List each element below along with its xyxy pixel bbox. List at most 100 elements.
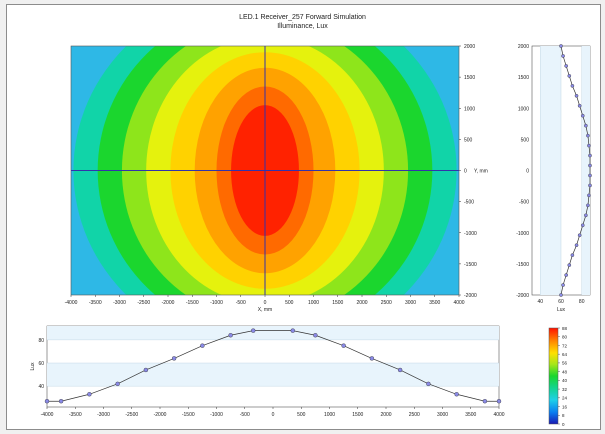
chart-subtitle: Illuminance, Lux — [277, 23, 328, 30]
y-tick-label: 40 — [38, 384, 44, 390]
data-point — [577, 233, 582, 238]
x-tick-label: 4000 — [493, 412, 504, 418]
x-tick-label: 0 — [264, 300, 267, 306]
data-point — [561, 283, 565, 287]
data-point — [561, 54, 565, 58]
data-point — [588, 173, 592, 178]
colorbar-tick-label: 16 — [562, 404, 568, 409]
x-axis-label: Lux — [557, 307, 566, 313]
y-tick-label: -2000 — [516, 293, 529, 299]
x-tick-label: 1000 — [324, 412, 335, 418]
data-point — [251, 328, 256, 333]
data-point — [587, 143, 591, 148]
x-tick-label: -500 — [240, 412, 250, 418]
data-point — [559, 293, 563, 297]
x-tick-label: -3000 — [113, 300, 126, 306]
y-tick-label: 1500 — [464, 75, 475, 81]
x-tick-label: -3000 — [97, 412, 110, 418]
colorbar-tick-label: 8 — [562, 413, 565, 418]
series-line — [47, 330, 499, 402]
x-tick-label: 1500 — [332, 300, 343, 306]
colorbar-tick-label: 64 — [562, 352, 568, 357]
colorbar-tick-label: 32 — [562, 387, 568, 392]
data-point — [580, 223, 585, 228]
data-point — [580, 113, 585, 118]
colorbar-tick-label: 40 — [562, 378, 568, 383]
data-point — [58, 399, 64, 404]
colorbar-tick-label: 80 — [562, 335, 568, 340]
data-point — [341, 343, 346, 348]
x-tick-label: 3500 — [465, 412, 476, 418]
x-tick-label: -1000 — [210, 412, 223, 418]
data-point — [564, 273, 568, 277]
data-point — [577, 103, 582, 108]
x-tick-label: -4000 — [41, 412, 54, 418]
x-tick-label: 3000 — [405, 300, 416, 306]
data-point — [228, 333, 233, 338]
data-point — [171, 356, 177, 361]
x-tick-label: 2000 — [356, 300, 367, 306]
data-point — [397, 367, 403, 373]
colorbar-tick-label: 0 — [562, 422, 565, 427]
data-point — [115, 381, 120, 387]
data-point — [496, 399, 502, 404]
colorbar-tick-label: 24 — [562, 396, 568, 401]
y-tick-label: 80 — [38, 338, 44, 344]
x-tick-label: -4000 — [65, 300, 78, 306]
grid-band — [581, 46, 590, 295]
x-tick-label: -1000 — [210, 300, 223, 306]
y-tick-label: -500 — [464, 200, 474, 206]
x-tick-label: 2000 — [380, 412, 391, 418]
y-tick-label: 500 — [521, 137, 530, 143]
x-tick-label: 3000 — [437, 412, 448, 418]
data-point — [200, 343, 205, 348]
data-point — [574, 243, 579, 247]
data-point — [454, 392, 459, 397]
y-tick-label: 1500 — [518, 75, 529, 81]
x-tick-label: 0 — [272, 412, 275, 418]
data-point — [570, 253, 575, 257]
x-tick-label: -500 — [236, 300, 246, 306]
chart-title: LED.1 Receiver_257 Forward Simulation — [239, 14, 366, 21]
y-tick-label: -500 — [519, 200, 529, 206]
x-tick-label: 2500 — [409, 412, 420, 418]
x-tick-label: 500 — [285, 300, 294, 306]
y-tick-label: 1000 — [518, 106, 529, 112]
data-point — [567, 74, 572, 78]
y-tick-label: 1000 — [464, 106, 475, 112]
x-tick-label: -2000 — [154, 412, 167, 418]
y-tick-label: -1500 — [516, 262, 529, 268]
y-tick-label: -2000 — [464, 293, 477, 299]
grid-band — [47, 363, 499, 387]
x-tick-label: -3500 — [89, 300, 102, 306]
data-point — [369, 356, 375, 361]
data-point — [570, 84, 575, 88]
horizontal-profile-plot: 40 60 80 -4000 -3500 -3000 -2500 -2000 -1500 -100… — [30, 325, 505, 418]
data-point — [574, 94, 579, 98]
x-tick-label: 4000 — [453, 300, 464, 306]
y-tick-label: 2000 — [464, 44, 475, 50]
data-point — [44, 399, 50, 404]
y-axis-label: Y, mm — [474, 169, 488, 175]
lux-colorbar: 0 8 16 24 32 40 48 56 64 72 80 88 — [548, 326, 568, 427]
x-tick-label: 60 — [558, 299, 564, 305]
data-point — [588, 163, 592, 168]
y-tick-label: -1000 — [516, 231, 529, 237]
vertical-profile-plot: 40 60 80 2000 1500 1000 500 0 -500 -1000 -1500 -200… — [516, 44, 592, 313]
data-point — [588, 183, 592, 188]
data-point — [587, 193, 591, 198]
grid-band — [540, 46, 561, 295]
y-tick-label: 60 — [38, 361, 44, 367]
data-point — [567, 263, 572, 267]
illuminance-map[interactable]: -4000 -3500 -3000 -2500 -2000 -1500 -1000 -500 0… — [65, 0, 488, 351]
y-tick-label: 0 — [526, 169, 529, 175]
y-tick-label: -1500 — [464, 262, 477, 268]
x-tick-label: -3500 — [69, 412, 82, 418]
data-point — [87, 392, 92, 397]
x-tick-label: 2500 — [381, 300, 392, 306]
data-point — [588, 153, 592, 158]
data-point — [290, 328, 295, 333]
x-tick-label: -2500 — [125, 412, 138, 418]
data-point — [564, 64, 568, 68]
